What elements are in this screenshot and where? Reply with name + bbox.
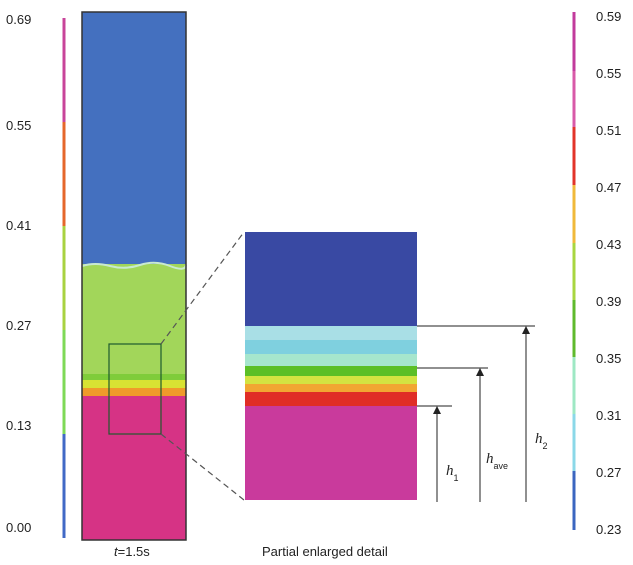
left-tick-label: 0.27 [6,318,32,333]
time-value: =1.5s [117,544,150,559]
zoom-connector-bottom [160,433,245,501]
zoom-box [108,343,162,435]
right-tick-label: 0.51 [596,123,622,138]
right-tick-label: 0.31 [596,408,622,423]
right-tick-label: 0.43 [596,237,622,252]
detail-red-band [245,392,417,406]
zoom-connector-top [160,231,245,345]
column-outline [81,11,187,541]
detail-panel [245,232,417,500]
detail-bottom-region [245,406,417,500]
right-tick-label: 0.27 [596,465,622,480]
left-tick-label: 0.41 [6,218,32,233]
detail-orange-band [245,384,417,392]
have-arrowhead [476,368,484,376]
column-bottom-region [82,396,186,540]
left-tick-label: 0.69 [6,12,32,27]
main-column [81,11,187,541]
column-middle-region [82,264,186,374]
left-tick-label: 0.13 [6,418,32,433]
h2-arrowhead [522,326,530,334]
column-band-orange [82,388,186,396]
right-tick-label: 0.55 [596,66,622,81]
detail-green-band [245,366,417,376]
detail-light-band-3 [245,354,417,366]
left-tick-label: 0.00 [6,520,32,535]
column-interface-wave [81,261,187,270]
detail-top-region [245,232,417,326]
column-band-green [82,374,186,380]
have-label: have [486,451,508,471]
right-tick-label: 0.39 [596,294,622,309]
detail-light-band-2 [245,340,417,354]
column-band-yellow [82,380,186,388]
time-symbol: t [114,544,118,559]
right-tick-label: 0.35 [596,351,622,366]
h1-arrowhead [433,406,441,414]
time-caption: t=1.5s [114,544,150,559]
detail-light-band-1 [245,326,417,340]
detail-caption: Partial enlarged detail [262,544,388,559]
right-tick-label: 0.59 [596,9,622,24]
column-top-region [82,12,186,267]
detail-yellow-band [245,376,417,384]
height-markers [417,325,535,502]
left-tick-label: 0.55 [6,118,32,133]
h1-label: h1 [446,463,459,483]
h2-label: h2 [535,431,548,451]
right-tick-label: 0.47 [596,180,622,195]
right-tick-label: 0.23 [596,522,622,537]
